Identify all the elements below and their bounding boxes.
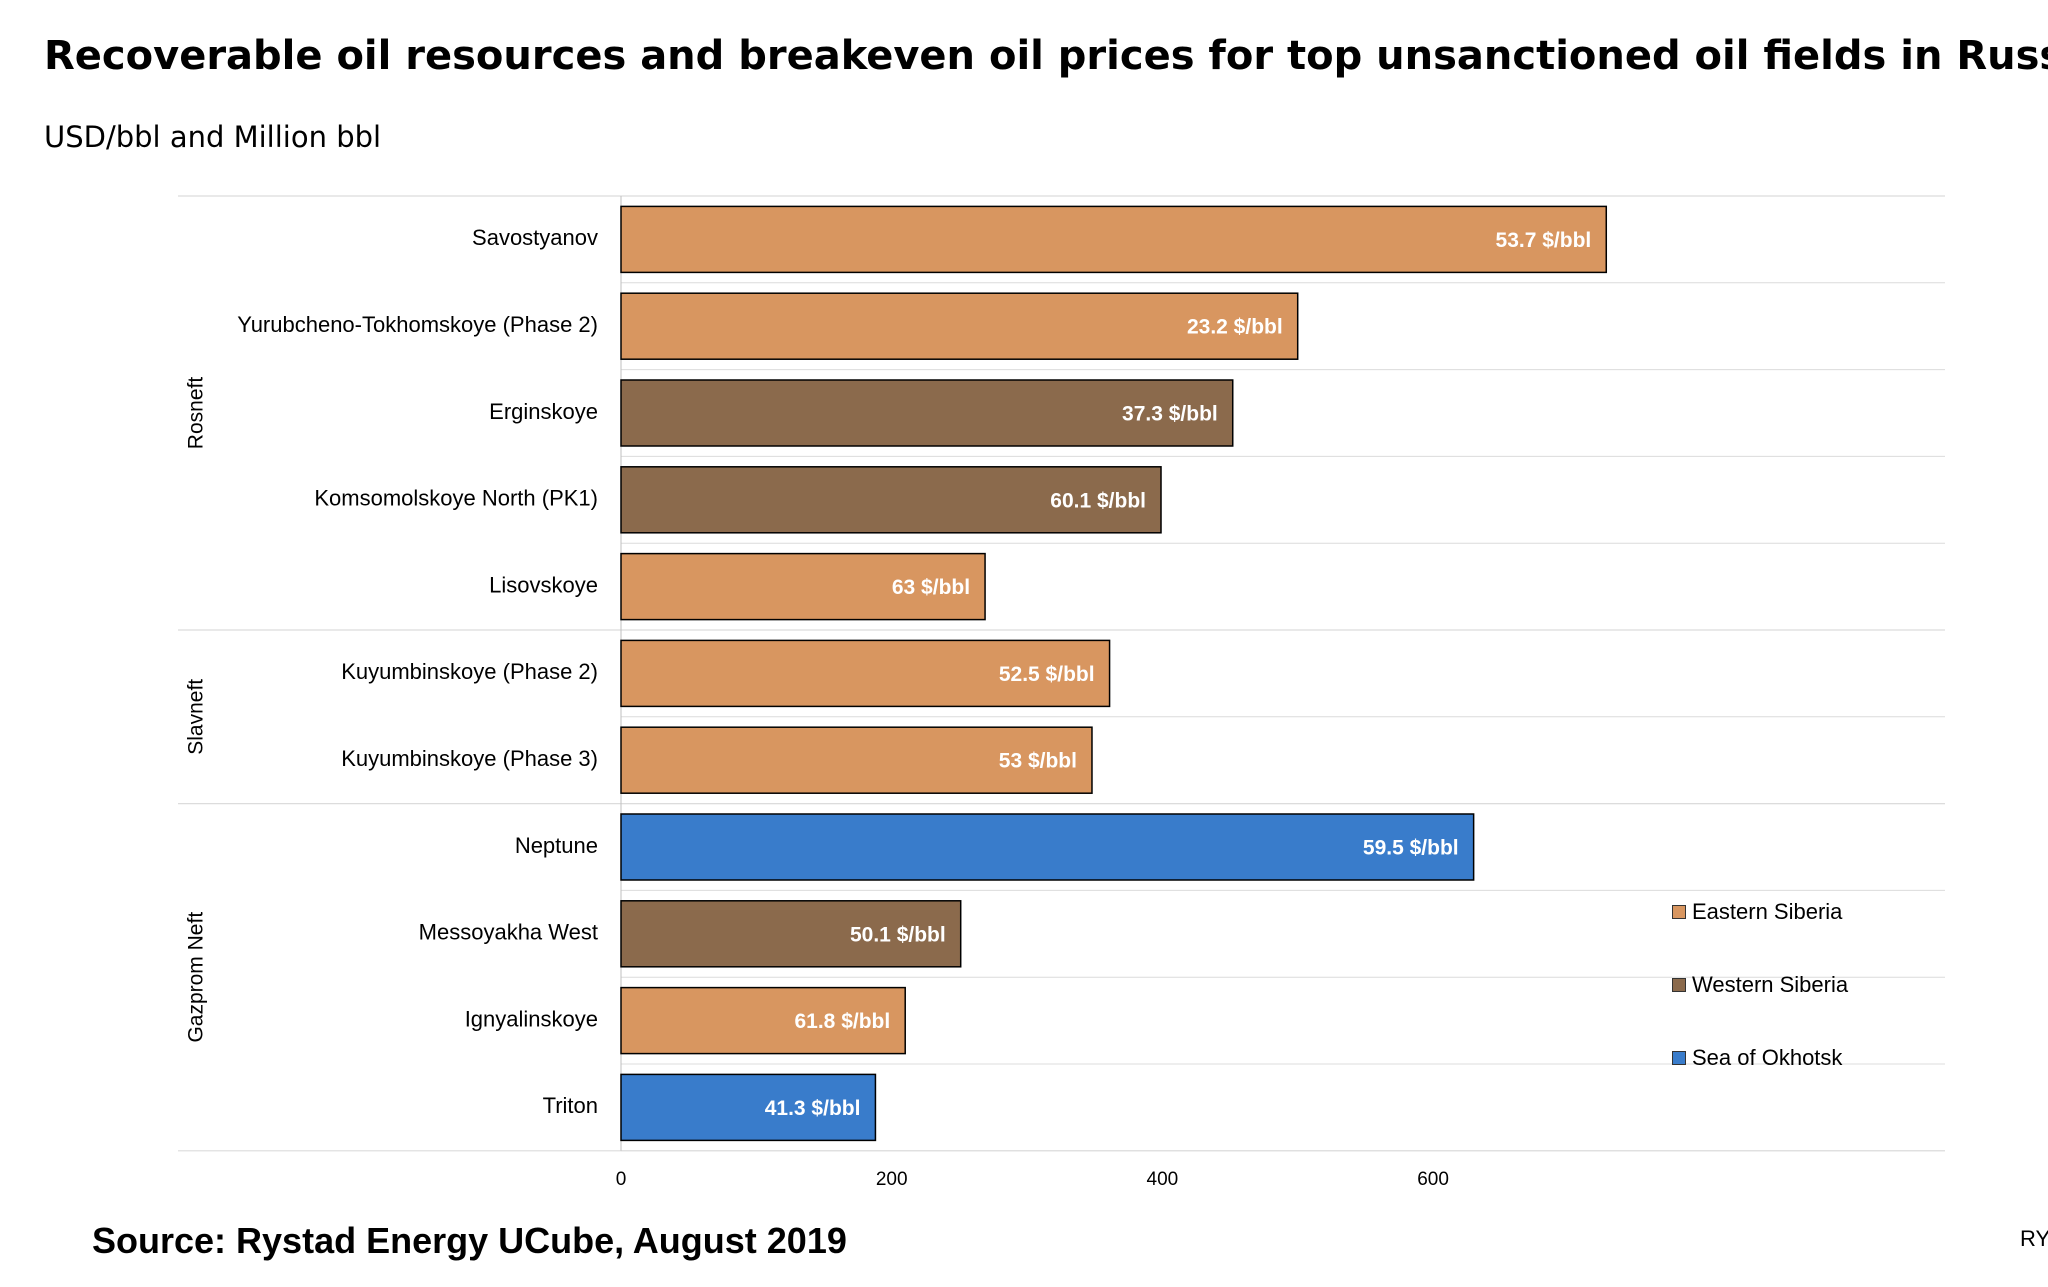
data-label: 53 $/bbl (999, 750, 1077, 773)
bar (620, 292, 1299, 360)
bar (620, 900, 962, 968)
bar (620, 379, 1234, 447)
bar (620, 813, 1475, 881)
legend: Eastern Siberia Western Siberia Sea of O… (1672, 899, 1849, 1119)
legend-swatch-sea-of-okhotsk (1672, 1051, 1686, 1065)
category-label: Komsomolskoye North (PK1) (314, 486, 598, 511)
group-label: Gazprom Neft (185, 912, 208, 1043)
group-label: Slavneft (185, 679, 208, 755)
category-label: Lisovskoye (489, 572, 598, 597)
source-note: Source: Rystad Energy UCube, August 2019 (92, 1220, 847, 1261)
chart-subtitle: USD/bbl and Million bbl (44, 120, 382, 154)
category-label: Erginskoye (489, 399, 598, 424)
legend-item-western-siberia: Western Siberia (1672, 972, 1849, 997)
brand-logo-text: RYSTAD ENERGY (2020, 1226, 2048, 1251)
legend-label: Sea of Okhotsk (1692, 1045, 1843, 1070)
legend-label: Eastern Siberia (1692, 899, 1843, 924)
x-tick-label: 400 (1147, 1169, 1179, 1190)
bar (620, 986, 906, 1055)
bar (620, 1073, 877, 1142)
legend-swatch-eastern-siberia (1672, 905, 1686, 919)
category-label: Triton (543, 1093, 598, 1118)
category-label: Kuyumbinskoye (Phase 3) (341, 746, 598, 771)
data-label: 50.1 $/bbl (850, 923, 946, 946)
chart-title: Recoverable oil resources and breakeven … (44, 34, 2048, 78)
data-label: 53.7 $/bbl (1496, 229, 1592, 252)
data-label: 23.2 $/bbl (1187, 316, 1283, 339)
legend-label: Western Siberia (1692, 972, 1849, 997)
bar (620, 466, 1162, 534)
data-label: 61.8 $/bbl (794, 1010, 890, 1033)
bar (620, 552, 986, 621)
x-tick-label: 600 (1417, 1169, 1449, 1190)
bar (620, 639, 1111, 708)
bar (620, 726, 1093, 794)
group-label: Rosneft (185, 377, 208, 450)
legend-swatch-western-siberia (1672, 978, 1686, 992)
legend-item-sea-of-okhotsk: Sea of Okhotsk (1672, 1045, 1848, 1070)
data-label: 60.1 $/bbl (1050, 489, 1146, 512)
bar (620, 205, 1608, 274)
legend-item-eastern-siberia: Eastern Siberia (1672, 899, 1848, 924)
category-label: Messoyakha West (419, 920, 598, 945)
category-label: Savostyanov (472, 225, 598, 250)
bar-chart: Rosneft Slavneft Gazprom Neft Savostyanov 53… (178, 195, 1945, 1190)
category-label: Kuyumbinskoye (Phase 2) (341, 659, 598, 684)
data-label: 59.5 $/bbl (1363, 837, 1459, 860)
data-label: 37.3 $/bbl (1122, 403, 1218, 426)
data-label: 52.5 $/bbl (999, 663, 1095, 686)
x-tick-label: 0 (616, 1169, 627, 1190)
category-label: Yurubcheno-Tokhomskoye (Phase 2) (237, 312, 598, 337)
data-label: 63 $/bbl (892, 576, 970, 599)
x-tick-label: 200 (876, 1169, 908, 1190)
category-label: Ignyalinskoye (465, 1006, 598, 1031)
data-label: 41.3 $/bbl (765, 1097, 861, 1120)
category-label: Neptune (515, 833, 598, 858)
